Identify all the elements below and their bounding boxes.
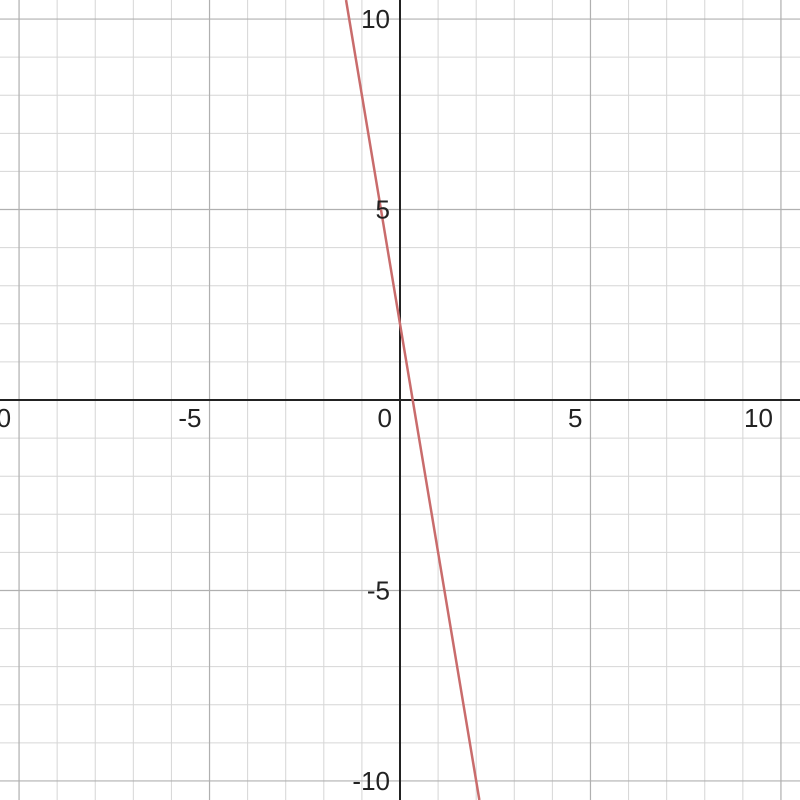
y-tick-label: -5 <box>367 575 390 605</box>
x-tick-label: -10 <box>0 403 11 433</box>
y-tick-label: 5 <box>376 194 390 224</box>
x-tick-label: 0 <box>378 403 392 433</box>
y-tick-label: -10 <box>352 766 390 796</box>
x-tick-label: 5 <box>568 403 582 433</box>
x-tick-label: -5 <box>178 403 201 433</box>
y-tick-label: 10 <box>361 4 390 34</box>
coordinate-plane: -10 -5 0 5 10 -10 -5 5 10 <box>0 0 800 800</box>
x-tick-label: 10 <box>744 403 773 433</box>
